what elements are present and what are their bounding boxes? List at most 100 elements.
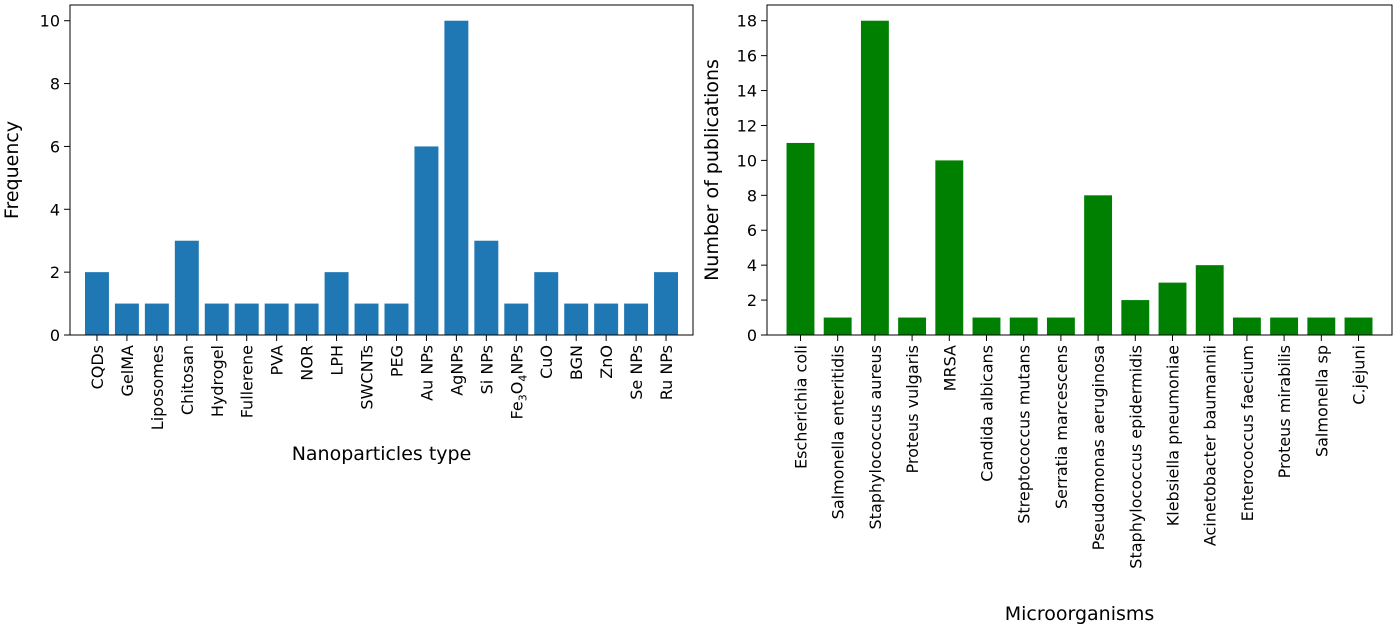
nanoparticle-bar-lph — [324, 272, 349, 335]
microorganism-x-tick-label: Serratia marcescens — [1052, 345, 1071, 509]
nanoparticle-x-tick-label: Fe3O4NPs — [507, 345, 529, 419]
microorganism-bar-salmonella-sp — [1307, 317, 1336, 335]
nanoparticle-bar-bgn — [564, 303, 589, 335]
microorganism-y-tick-label: 12 — [737, 116, 757, 135]
nanoparticle-bar-si-nps — [474, 240, 499, 335]
nanoparticle-x-tick-label: ZnO — [597, 345, 616, 379]
nanoparticle-bar-nor — [294, 303, 319, 335]
microorganism-y-tick-label: 18 — [737, 12, 757, 31]
nanoparticle-y-tick-label: 2 — [50, 263, 60, 282]
nanoparticle-x-tick-label: CuO — [537, 345, 556, 379]
nanoparticle-bar-peg — [384, 303, 409, 335]
nanoparticle-bar-cuo — [534, 272, 559, 335]
microorganism-x-tick-label: Pseudomonas aeruginosa — [1089, 345, 1108, 550]
nanoparticle-bar-agnps — [444, 20, 469, 336]
nanoparticle-y-tick-label: 10 — [40, 12, 60, 31]
nanoparticle-bar-chitosan — [174, 240, 199, 335]
nanoparticle-bar-liposomes — [144, 303, 169, 335]
nanoparticles-x-axis-title: Nanoparticles type — [292, 443, 472, 465]
nanoparticles-plot-frame — [69, 4, 694, 336]
nanoparticle-x-tick-label: SWCNTs — [358, 345, 377, 410]
nanoparticle-x-tick-label: NOR — [298, 345, 317, 381]
microorganism-bar-staphylococcus-epidermidis — [1121, 300, 1150, 335]
nanoparticle-x-tick-label: Ru NPs — [657, 345, 676, 400]
nanoparticle-bar-zno — [594, 303, 619, 335]
nanoparticle-x-tick-label: LPH — [328, 345, 347, 376]
nanoparticles-x-axis: CQDs GelMA Liposomes Chitosan Hydrogel Fuller… — [88, 335, 676, 430]
nanoparticle-bar-se-nps — [624, 303, 649, 335]
microorganism-bar-pseudomonas-aeruginosa — [1084, 195, 1113, 335]
microorganism-bar-enterococcus-faecium — [1232, 317, 1261, 335]
microorganism-bar-staphylococcus-aureus — [860, 20, 889, 336]
microorganism-x-tick-label: Klebsiella pneumoniae — [1164, 345, 1183, 526]
microorganism-x-tick-label: Escherichia coli — [791, 345, 810, 469]
microorganism-bar-candida-albicans — [972, 317, 1001, 335]
microorganisms-x-axis-title: Microorganisms — [1005, 603, 1155, 625]
microorganism-x-tick-label: MRSA — [940, 345, 959, 391]
nanoparticles-y-axis-title: Frequency — [1, 121, 23, 219]
microorganism-bar-escherichia-coli — [786, 142, 815, 335]
microorganisms-bar-chart: 0 2 4 6 8 10 12 14 16 18 Escherichia coli Salmonel… — [701, 4, 1393, 625]
nanoparticle-bar-gelma — [114, 303, 139, 335]
nanoparticle-bar-au-nps — [414, 146, 439, 335]
nanoparticle-y-tick-label: 0 — [50, 326, 60, 345]
nanoparticle-x-tick-label: Si NPs — [477, 345, 496, 394]
microorganisms-x-axis: Escherichia coli Salmonella enteritidis St… — [791, 335, 1369, 569]
nanoparticle-x-tick-label: Liposomes — [148, 345, 167, 430]
nanoparticle-bar-hydrogel — [204, 303, 229, 335]
nanoparticle-y-tick-label: 8 — [50, 75, 60, 94]
nanoparticle-x-tick-label: Fullerene — [238, 345, 257, 418]
microorganism-bar-salmonella-enteritidis — [823, 317, 852, 335]
microorganism-bar-mrsa — [935, 160, 964, 335]
microorganism-bar-proteus-mirabilis — [1270, 317, 1299, 335]
nanoparticle-x-tick-label: Chitosan — [178, 345, 197, 415]
microorganism-x-tick-label: Salmonella enteritidis — [829, 345, 848, 519]
microorganism-bar-proteus-vulgaris — [898, 317, 927, 335]
nanoparticles-bar-chart: 0 2 4 6 8 10 CQDs GelMA Liposomes Chitosan Hydrog… — [1, 4, 694, 465]
microorganisms-plot-frame — [766, 4, 1393, 336]
nanoparticle-x-tick-label: Hydrogel — [208, 345, 227, 417]
microorganism-y-tick-label: 6 — [747, 221, 757, 240]
microorganism-y-tick-label: 0 — [747, 326, 757, 345]
nanoparticle-x-tick-label: PVA — [268, 345, 287, 376]
microorganism-bar-acinetobacter-baumannii — [1195, 265, 1224, 335]
microorganism-x-tick-label: Streptococcus mutans — [1015, 345, 1034, 524]
nanoparticle-bar-pva — [264, 303, 289, 335]
nanoparticle-y-tick-label: 6 — [50, 137, 60, 156]
microorganisms-y-axis-title: Number of publications — [701, 59, 723, 281]
microorganism-x-tick-label: Candida albicans — [977, 345, 996, 482]
microorganism-y-tick-label: 2 — [747, 291, 757, 310]
microorganism-x-tick-label: Staphylococcus aureus — [866, 345, 885, 529]
nanoparticle-bar-cqds — [84, 272, 109, 335]
microorganism-bar-streptococcus-mutans — [1009, 317, 1038, 335]
nanoparticle-x-tick-label: BGN — [567, 345, 586, 380]
microorganism-bar-c-jejuni — [1344, 317, 1373, 335]
nanoparticle-x-tick-label: Se NPs — [627, 345, 646, 400]
microorganism-x-tick-label: Enterococcus faecium — [1238, 345, 1257, 521]
nanoparticle-x-tick-label: GelMA — [118, 345, 137, 396]
nanoparticle-y-tick-label: 4 — [50, 200, 60, 219]
microorganism-y-tick-label: 14 — [737, 82, 757, 101]
microorganism-bar-serratia-marcescens — [1046, 317, 1075, 335]
microorganism-x-tick-label: Acinetobacter baumannii — [1201, 345, 1220, 546]
nanoparticle-x-tick-label: PEG — [387, 345, 406, 377]
nanoparticles-y-axis: 0 2 4 6 8 10 — [40, 12, 70, 345]
nanoparticle-bar-fullerene — [234, 303, 259, 335]
microorganism-x-tick-label: Proteus mirabilis — [1275, 345, 1294, 478]
nanoparticle-bar-fe3o4nps — [504, 303, 529, 335]
nanoparticles-bars — [84, 20, 679, 336]
microorganism-x-tick-label: C.jejuni — [1350, 345, 1369, 405]
microorganism-x-tick-label: Staphylococcus epidermidis — [1126, 345, 1145, 569]
microorganism-x-tick-label: Proteus vulgaris — [903, 345, 922, 473]
microorganisms-bars — [786, 20, 1373, 336]
microorganisms-y-axis: 0 2 4 6 8 10 12 14 16 18 — [737, 12, 767, 345]
microorganism-y-tick-label: 8 — [747, 186, 757, 205]
microorganism-y-tick-label: 10 — [737, 151, 757, 170]
microorganism-y-tick-label: 4 — [747, 256, 757, 275]
nanoparticle-bar-swcnts — [354, 303, 379, 335]
nanoparticle-x-tick-label: CQDs — [88, 345, 107, 389]
nanoparticle-x-tick-label: Au NPs — [417, 345, 436, 401]
nanoparticle-x-tick-label: AgNPs — [447, 345, 466, 396]
